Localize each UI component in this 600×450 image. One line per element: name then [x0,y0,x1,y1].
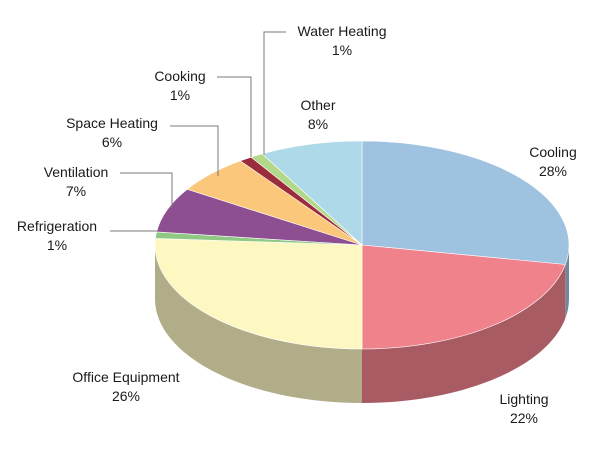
slice-cooling [361,140,570,265]
slice-label-refrigeration: Refrigeration [17,218,97,234]
slice-label-lighting: Lighting [499,391,548,407]
slice-value-water-heating: 1% [332,42,352,58]
slice-value-ventilation: 7% [66,183,86,199]
slice-label-office-equipment: Office Equipment [72,369,179,385]
slice-label-space-heating: Space Heating [66,115,158,131]
slice-label-other: Other [300,97,335,113]
leader-lines [110,31,286,232]
slice-side-cooling [565,245,569,319]
slice-value-other: 8% [308,116,328,132]
leader-line-water-heating [263,31,286,155]
slice-value-office-equipment: 26% [112,388,140,404]
leader-line-space-heating [170,125,219,176]
slice-value-cooling: 28% [539,163,567,179]
slice-lighting [361,244,566,350]
leader-line-cooking [217,76,252,157]
slice-office-equipment [154,238,363,350]
slice-label-water-heating: Water Heating [298,23,387,39]
slice-label-ventilation: Ventilation [44,164,109,180]
slice-value-refrigeration: 1% [47,237,67,253]
slice-side-office-equipment [155,245,362,403]
leader-line-ventilation [120,172,173,208]
slice-value-lighting: 22% [510,410,538,426]
slice-side-lighting [362,264,566,403]
slice-label-cooling: Cooling [529,144,576,160]
pie-sides [155,245,569,403]
slice-labels: Cooling 28% Lighting 22% Office Equipment 26%… [17,23,577,426]
slice-label-cooking: Cooking [154,68,205,84]
slice-value-space-heating: 6% [102,134,122,150]
slice-value-cooking: 1% [170,87,190,103]
pie-slices [154,140,570,350]
